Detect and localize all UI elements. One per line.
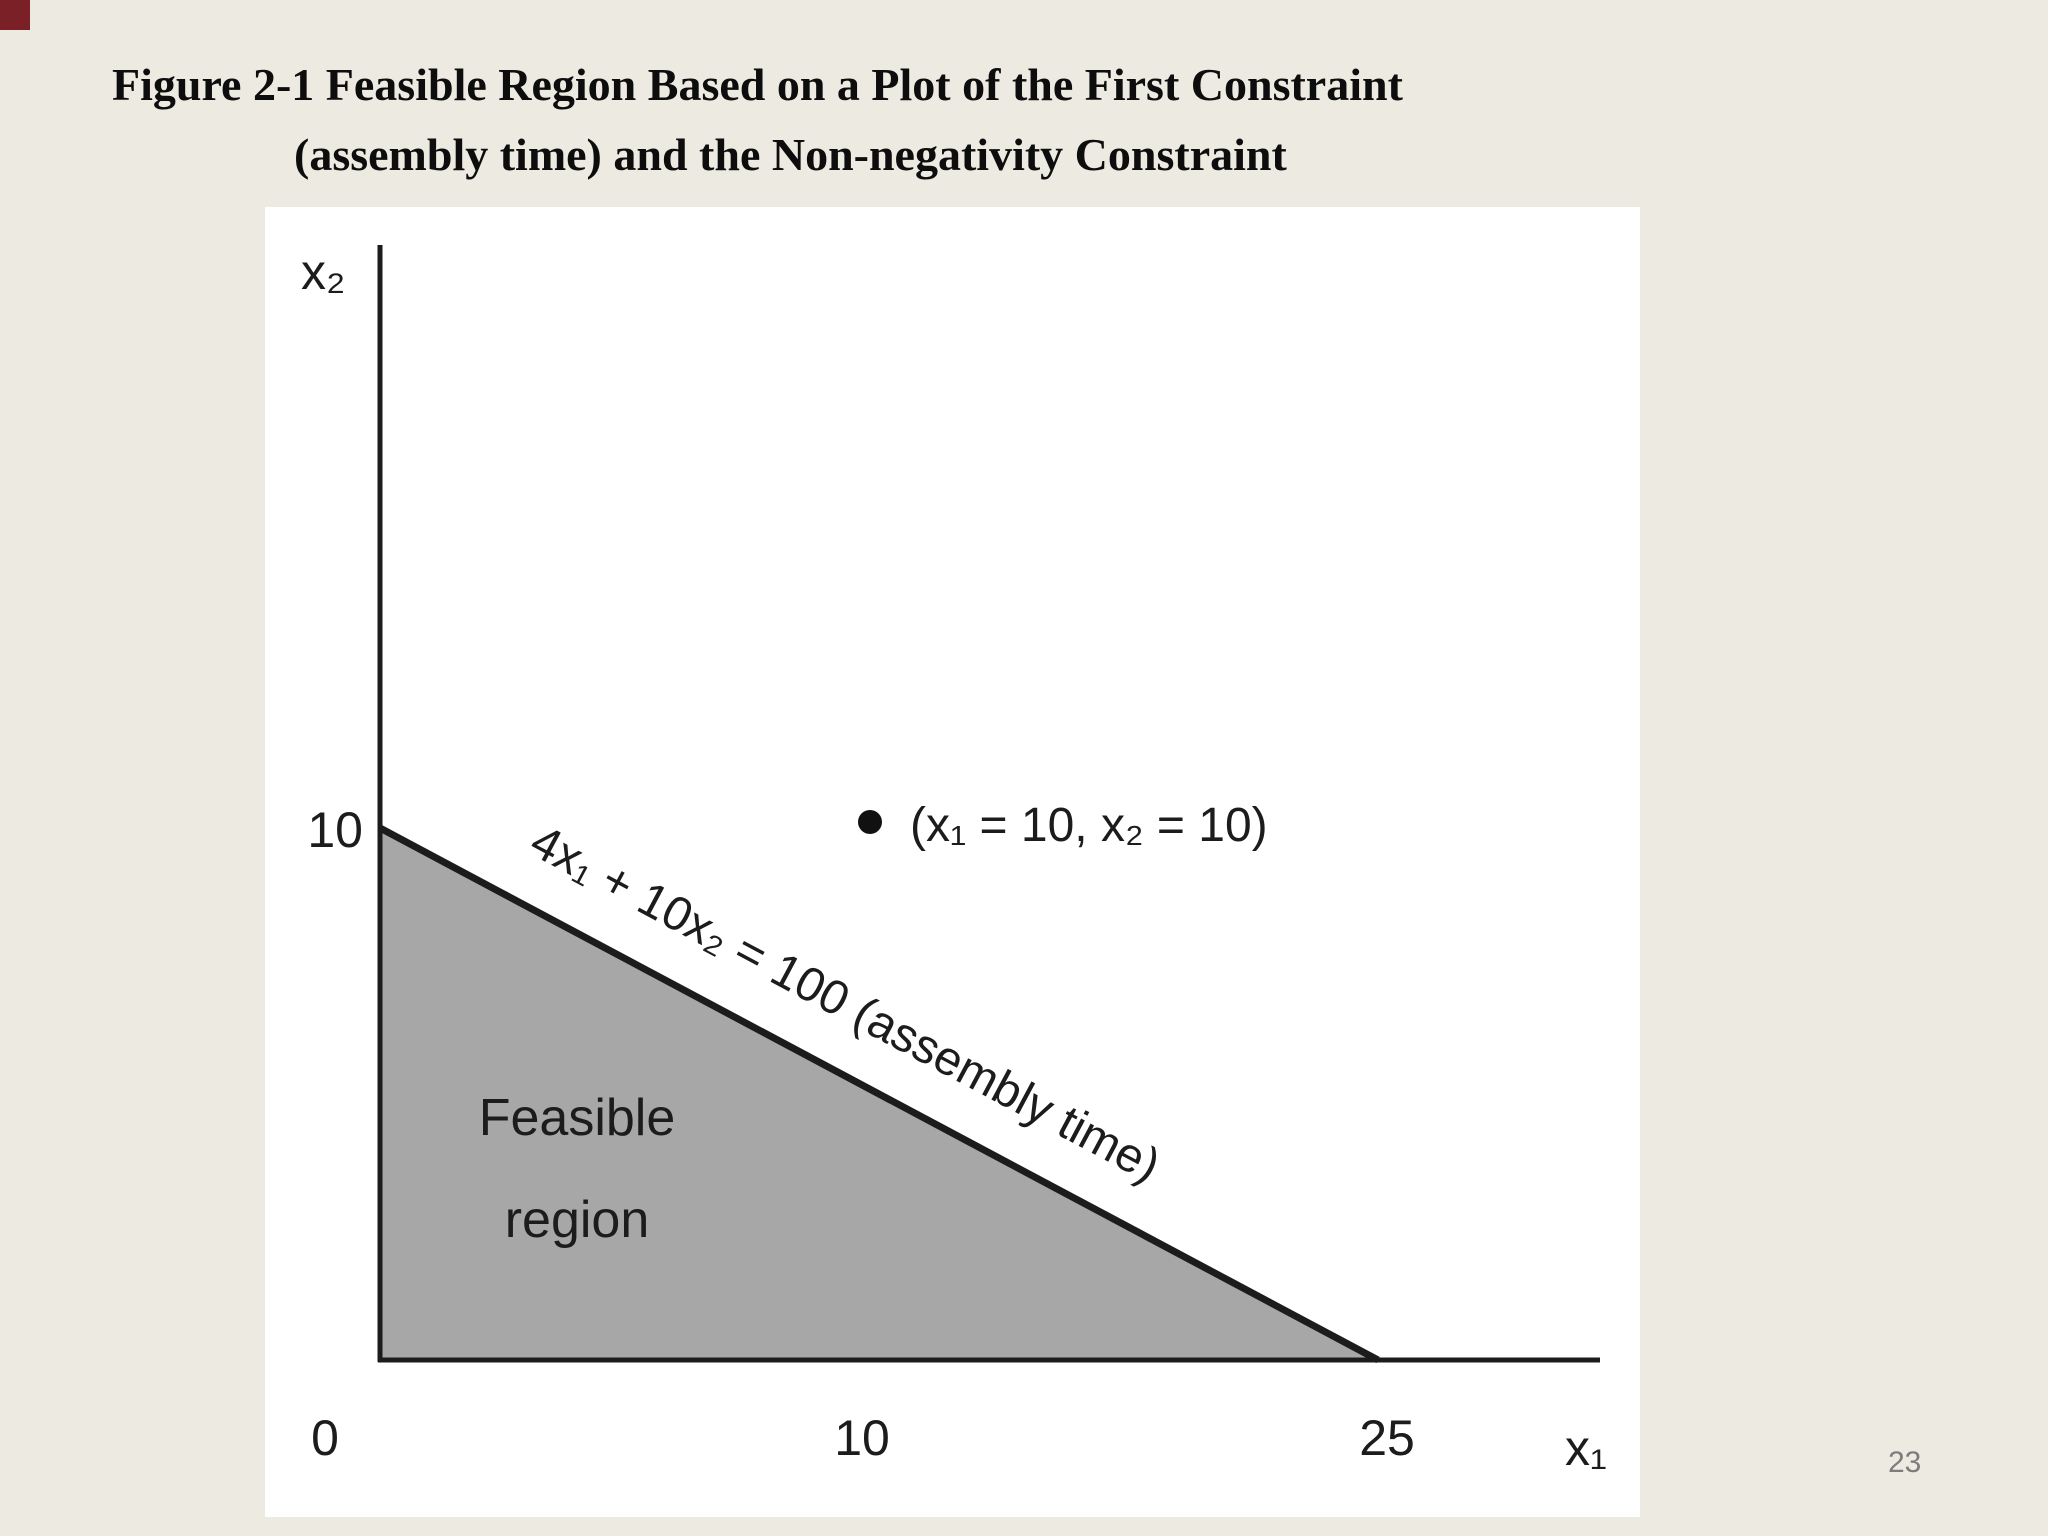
- x-tick-0: 0: [311, 1410, 339, 1466]
- point-label: (x₁ = 10, x₂ = 10): [910, 799, 1268, 852]
- feasible-region-chart: x₂ 10 0 10 25 x₁ 4x₁ + 10x₂ = 100 (assem…: [301, 244, 1607, 1476]
- y-tick-10: 10: [307, 802, 363, 858]
- y-axis-label: x₂: [301, 244, 345, 300]
- slide-corner-accent: [0, 0, 30, 30]
- slide-title: Figure 2-1 Feasible Region Based on a Pl…: [112, 50, 1403, 190]
- region-label-line2: region: [505, 1191, 650, 1249]
- x-axis-label: x₁: [1565, 1420, 1607, 1476]
- constraint-line: [378, 824, 1380, 1364]
- slide-title-line1: Figure 2-1 Feasible Region Based on a Pl…: [112, 59, 1403, 110]
- figure-panel: x₂ 10 0 10 25 x₁ 4x₁ + 10x₂ = 100 (assem…: [265, 207, 1640, 1517]
- x-tick-10: 10: [834, 1410, 890, 1466]
- x-tick-25: 25: [1359, 1410, 1415, 1466]
- region-label-line1: Feasible: [479, 1089, 676, 1147]
- slide-title-line2: (assembly time) and the Non-negativity C…: [294, 129, 1287, 180]
- page-number: 23: [1888, 1446, 1922, 1479]
- data-point-marker: [858, 810, 882, 834]
